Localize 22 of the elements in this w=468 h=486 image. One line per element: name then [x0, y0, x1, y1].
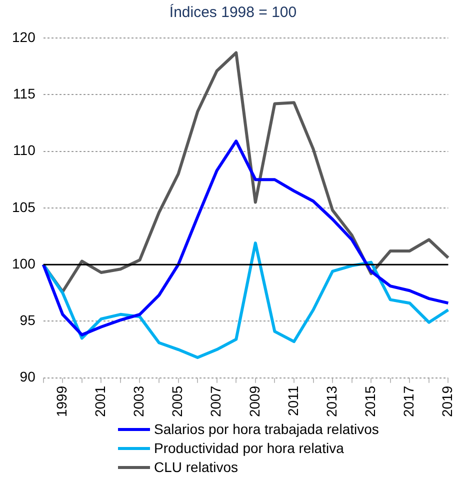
legend-label: CLU relativos [154, 458, 238, 477]
y-tick-label: 115 [13, 86, 36, 102]
chart-title: Índices 1998 = 100 [169, 3, 297, 22]
x-tick-label: 2001 [92, 386, 108, 418]
y-tick-label: 100 [12, 255, 36, 272]
x-tick-label: 2011 [284, 386, 301, 416]
x-tick-label: 2019 [439, 386, 456, 418]
x-tick-label: 2005 [169, 386, 186, 418]
y-tick-label: 120 [12, 28, 36, 45]
legend-label: Productividad por hora relativa [154, 439, 344, 458]
x-tick-label: 2017 [400, 386, 417, 418]
legend-label: Salarios por hora trabajada relativos [154, 420, 379, 439]
x-tick-label: 2013 [323, 386, 340, 418]
y-tick-label: 110 [13, 142, 36, 158]
x-tick-label: 2015 [362, 386, 378, 418]
x-tick-label: 2009 [246, 386, 262, 418]
x-tick-label: 1999 [53, 386, 70, 418]
x-tick-label: 2003 [130, 386, 147, 418]
y-tick-label: 95 [20, 312, 36, 328]
y-tick-label: 90 [20, 368, 36, 385]
y-tick-label: 105 [12, 198, 36, 215]
x-tick-label: 2007 [208, 386, 224, 418]
